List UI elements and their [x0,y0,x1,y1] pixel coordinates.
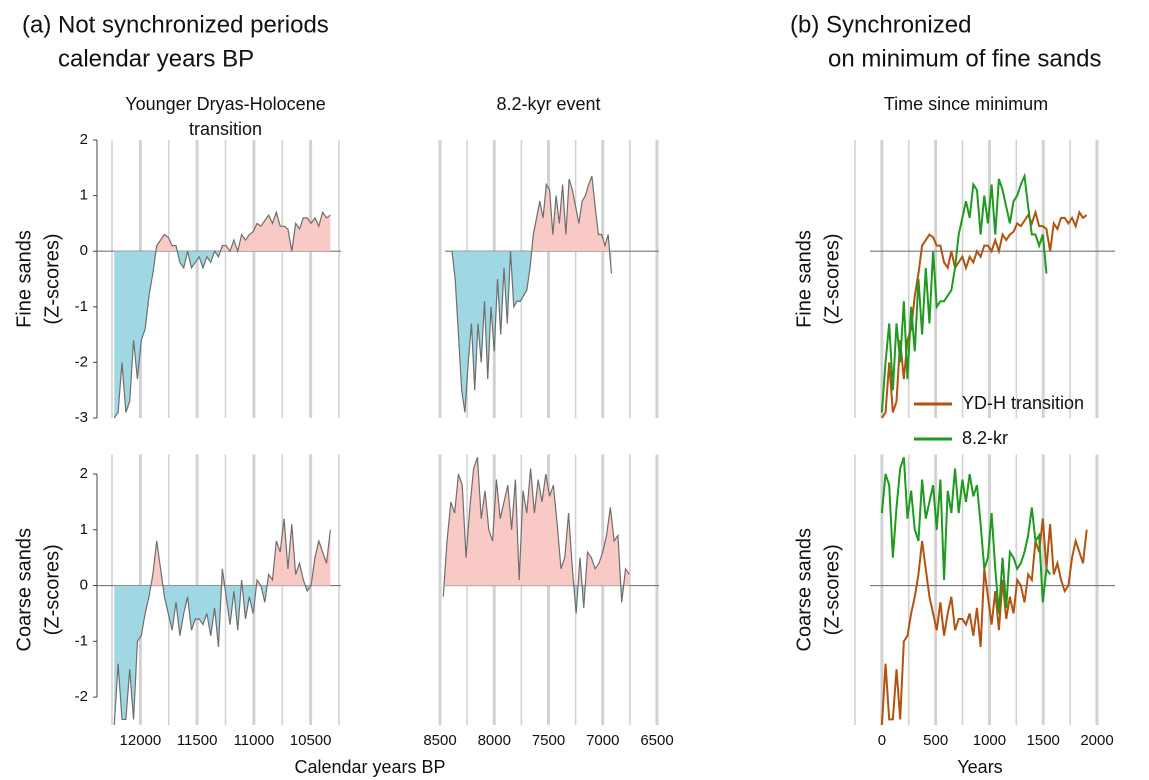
y-tick-label: -2 [75,353,88,370]
x-tick-label: 0 [878,732,886,749]
x-tick-label: 1000 [973,732,1006,749]
y-tick-label: 2 [80,465,88,482]
y-axis-title: (Z-scores) [821,233,843,324]
panel-b-title: (b) Synchronized [790,11,971,38]
series-line [880,456,1051,614]
y-axis-title: Coarse sands [793,528,815,651]
y-tick-label: 1 [80,187,88,204]
y-tick-label: 2 [80,131,88,148]
y-tick-label: 1 [80,521,88,538]
x-axis-title: Years [957,757,1002,777]
panel-a-subtitle: calendar years BP [58,45,254,72]
x-tick-label: 2000 [1080,732,1113,749]
panel-subtitle: Time since minimum [884,94,1048,114]
positive-area [531,176,610,252]
x-tick-label: 500 [923,732,948,749]
y-tick-label: -1 [75,632,88,649]
series-line [113,518,331,726]
y-tick-label: -2 [75,688,88,705]
x-tick-label: 8000 [478,732,511,749]
y-axis-title: Coarse sands [13,528,35,651]
series-line [451,175,613,413]
panel-subtitle: transition [189,119,262,139]
legend-label: 8.2-kr [962,428,1008,448]
x-tick-label: 6500 [640,732,673,749]
negative-area [114,585,312,725]
series-line [442,457,630,614]
y-tick-label: -1 [75,298,88,315]
series-line [880,518,1088,726]
y-tick-label: -3 [75,409,88,426]
series-line [880,172,1048,413]
x-tick-label: 8500 [423,732,456,749]
negative-area [451,251,612,413]
y-axis-title: Fine sands [13,230,35,328]
y-tick-label: 0 [80,577,88,594]
panel-subtitle: Younger Dryas-Holocene [125,94,325,114]
negative-area [114,251,331,418]
positive-area [155,212,331,252]
x-tick-label: 7500 [532,732,565,749]
legend-label: YD-H transition [962,393,1084,413]
x-tick-label: 10500 [290,732,332,749]
x-tick-label: 11500 [177,732,218,749]
panel-subtitle: 8.2-kyr event [496,94,600,114]
x-tick-label: 11000 [234,732,275,749]
y-tick-label: 0 [80,242,88,259]
x-tick-label: 1500 [1027,732,1060,749]
y-axis-title: (Z-scores) [41,233,63,324]
positive-area [114,518,331,586]
x-tick-label: 12000 [120,732,162,749]
series-line [113,210,331,419]
x-axis-title: Calendar years BP [294,757,445,777]
y-axis-title: (Z-scores) [821,544,843,635]
x-tick-label: 7000 [586,732,619,749]
panel-b-subtitle: on minimum of fine sands [828,45,1101,72]
y-axis-title: (Z-scores) [41,544,63,635]
y-axis-title: Fine sands [793,230,815,328]
positive-area [443,457,630,586]
panel-a-title: (a) Not synchronized periods [22,11,329,38]
series-line [881,208,1088,419]
